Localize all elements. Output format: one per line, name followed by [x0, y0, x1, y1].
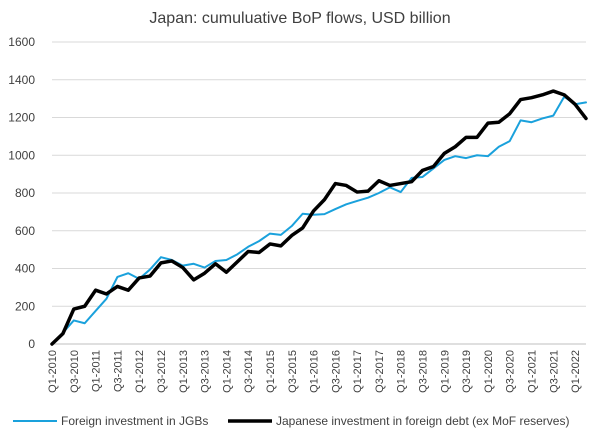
x-tick-label: Q3-2021	[548, 350, 560, 393]
x-tick-label: Q3-2017	[374, 350, 386, 393]
x-tick-label: Q1-2021	[527, 350, 539, 393]
x-tick-label: Q3-2014	[243, 350, 255, 393]
y-tick-label: 400	[15, 262, 35, 276]
x-tick-label: Q1-2011	[91, 350, 103, 392]
x-tick-label: Q1-2018	[396, 350, 408, 393]
x-tick-label: Q1-2014	[221, 350, 233, 393]
x-tick-label: Q1-2020	[483, 350, 495, 393]
legend: Foreign investment in JGBs Japanese inve…	[13, 414, 569, 428]
y-tick-label: 1600	[8, 35, 35, 49]
y-tick-label: 1400	[8, 73, 35, 87]
x-tick-label: Q3-2010	[69, 350, 81, 393]
chart-title: Japan: cumuluative BoP flows, USD billio…	[149, 10, 450, 27]
y-tick-label: 0	[28, 337, 35, 351]
series	[50, 89, 588, 346]
gridlines	[52, 41, 586, 307]
x-tick-label: Q3-2016	[330, 350, 342, 393]
y-tick-label: 600	[15, 224, 35, 238]
y-tick-label: 1000	[8, 148, 35, 162]
x-tick-label: Q3-2015	[287, 350, 299, 393]
series-line-jgb	[51, 95, 587, 345]
y-tick-label: 1200	[8, 111, 35, 125]
x-tick-label: Q3-2019	[461, 350, 473, 393]
x-tick-label: Q3-2018	[418, 350, 430, 393]
x-tick-label: Q1-2016	[309, 350, 321, 393]
x-tick-label: Q1-2010	[47, 350, 59, 393]
x-tick-label: Q1-2017	[352, 350, 364, 393]
series-line-foreign-debt	[50, 89, 588, 346]
y-tick-label: 800	[15, 186, 35, 200]
x-tick-label: Q3-2020	[505, 350, 517, 393]
x-tick-label: Q3-2013	[200, 350, 212, 393]
x-tick-label: Q1-2013	[178, 350, 190, 393]
y-axis-ticks: 0 200 400 600 800 1000 1200 1400 1600	[8, 35, 35, 351]
x-tick-label: Q3-2011	[112, 350, 124, 392]
x-tick-label: Q1-2015	[265, 350, 277, 393]
x-tick-label: Q1-2012	[134, 350, 146, 393]
x-tick-label: Q3-2012	[156, 350, 168, 393]
x-tick-label: Q1-2019	[439, 350, 451, 393]
y-tick-label: 200	[15, 299, 35, 313]
legend-label-foreign-debt: Japanese investment in foreign debt (ex …	[276, 414, 569, 428]
legend-label-jgb: Foreign investment in JGBs	[61, 414, 208, 428]
x-tick-label: Q1-2022	[570, 350, 582, 393]
x-axis-ticks: Q1-2010 Q3-2010 Q1-2011 Q3-2011 Q1-2012 Q3-20…	[47, 350, 582, 393]
